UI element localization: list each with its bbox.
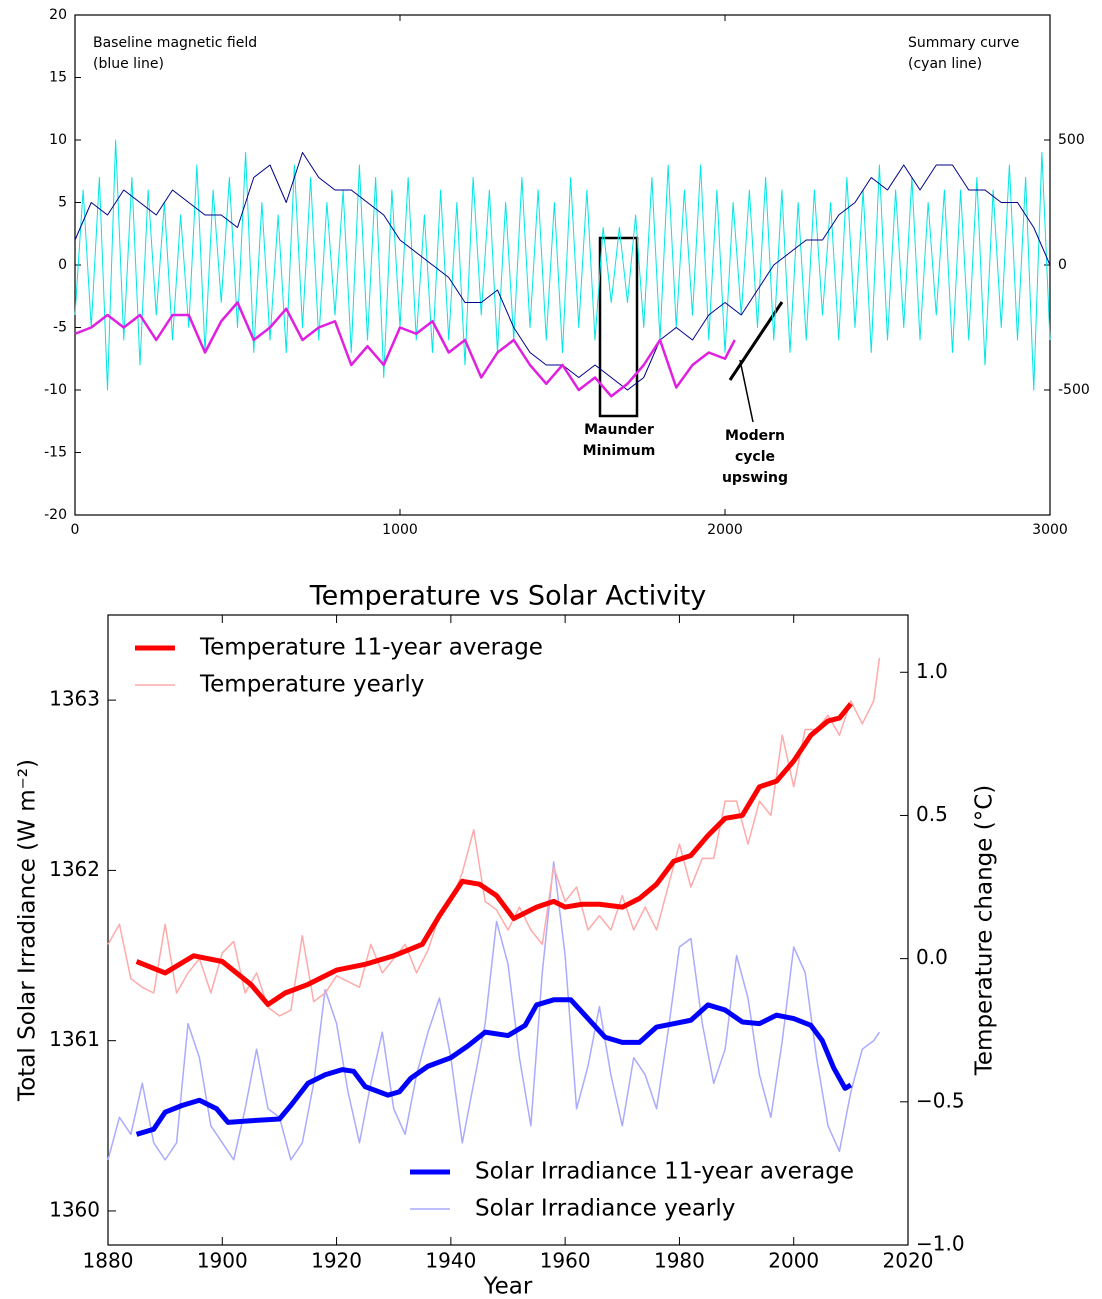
y-tick-label: 0 [58,257,67,273]
y-tick-label: 15 [49,70,67,86]
y-tick-label: 1361 [49,1027,100,1051]
y-tick-label: 1362 [49,857,100,881]
x-tick-label: 0 [71,522,80,538]
annotation: Baseline magnetic field [93,35,257,51]
plot-frame [74,14,1051,516]
legend-label: Solar Irradiance yearly [475,1196,735,1222]
legend-label: Temperature yearly [199,672,424,698]
x-tick-label: 1960 [540,1249,591,1273]
y2-tick-label: 1.0 [916,659,948,683]
y2-tick-label: 0.0 [916,945,948,969]
series-line [135,997,853,1137]
series-line [107,657,881,1017]
annotation: (blue line) [93,56,164,72]
x-tick-label: 2000 [707,522,743,538]
y-tick-label: 10 [49,132,67,148]
upswing-pointer [739,359,754,423]
y2-axis-label: Temperature change (°C) [972,785,998,1076]
series-line [74,152,1051,391]
y-tick-label: -10 [44,382,67,398]
annotation: Minimum [583,443,656,459]
y2-tick-label: −1.0 [916,1232,965,1256]
y-axis-label: Total Solar Irradiance (W m⁻²) [15,759,41,1102]
x-tick-label: 1880 [83,1249,134,1273]
annotation: upswing [722,470,788,486]
x-tick-label: 2000 [768,1249,819,1273]
y2-tick-label: 0 [1058,257,1067,273]
annotation: (cyan line) [908,56,982,72]
series-line [135,702,853,1007]
legend-label: Solar Irradiance 11-year average [475,1159,854,1185]
y2-tick-label: 500 [1058,132,1085,148]
y-tick-label: 5 [58,195,67,211]
y-tick-label: -5 [53,320,67,336]
legend-label: Temperature 11-year average [199,635,543,661]
plot-frame [107,614,909,1246]
series-line [74,139,1051,391]
x-tick-label: 1940 [425,1249,476,1273]
y2-tick-label: −0.5 [916,1088,965,1112]
series-line [74,301,736,398]
x-tick-label: 3000 [1032,522,1068,538]
y-tick-label: 20 [49,7,67,23]
series-line [107,861,881,1161]
upswing-arrow [728,301,784,381]
x-tick-label: 1980 [654,1249,705,1273]
chart-title: Temperature vs Solar Activity [309,581,707,612]
y-tick-label: 1360 [49,1197,100,1221]
annotation: Maunder [584,422,654,438]
temperature-solar-chart: 1880 1900 1920 1940 1960 1980 2000 2020 1360 1361… [15,581,998,1299]
x-tick-label: 1900 [197,1249,248,1273]
x-tick-label: 1920 [311,1249,362,1273]
x-tick-label: 1000 [382,522,418,538]
annotation: cycle [735,449,775,465]
y2-tick-label: 0.5 [916,802,948,826]
x-axis-label: Year [483,1274,533,1299]
x-tick-label: 2020 [883,1249,934,1273]
y-tick-label: -15 [44,445,67,461]
y2-tick-label: -500 [1058,382,1090,398]
y-tick-label: -20 [44,507,67,523]
annotation: Modern [725,428,785,444]
magnetic-field-chart: 0 1000 2000 3000 -20 -15 -10 -5 0 5 10 15 20 -500 0 500… [44,7,1090,538]
y-tick-label: 1363 [49,687,100,711]
annotation: Summary curve [908,35,1019,51]
